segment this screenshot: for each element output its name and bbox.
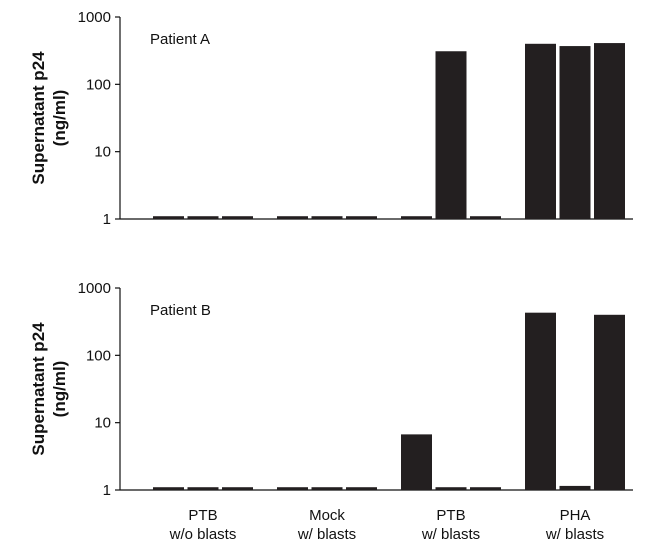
panel-label: Patient A — [150, 31, 210, 48]
bar — [311, 216, 343, 219]
bar — [187, 487, 219, 490]
bar — [153, 487, 184, 490]
bar — [470, 487, 501, 490]
x-category-label: PHA w/ blasts — [545, 507, 604, 542]
bar — [311, 487, 343, 490]
y-tick-label: 100 — [86, 76, 111, 93]
y-tick-label: 100 — [86, 347, 111, 364]
bar — [470, 216, 501, 219]
bar — [401, 216, 432, 219]
x-category-label: Mock w/ blasts — [297, 507, 356, 542]
bar — [277, 487, 308, 490]
x-category-label: PTB w/o blasts — [169, 507, 237, 542]
bar — [435, 487, 467, 490]
bar — [346, 216, 377, 219]
bar — [594, 43, 625, 219]
bar — [559, 485, 591, 490]
bar — [346, 487, 377, 490]
bar — [222, 216, 253, 219]
bar — [222, 487, 253, 490]
bar — [525, 43, 556, 219]
bar — [525, 312, 556, 490]
bar — [277, 216, 308, 219]
y-tick-label: 1000 — [78, 9, 111, 26]
bar — [401, 434, 432, 490]
y-tick-label: 1000 — [78, 280, 111, 297]
bar — [559, 46, 591, 219]
bar — [153, 216, 184, 219]
bar — [594, 314, 625, 490]
y-axis-label: Supernatant p24 (ng/ml) — [29, 322, 69, 456]
x-category-label: PTB w/ blasts — [421, 507, 480, 542]
y-tick-label: 1 — [103, 211, 111, 228]
panel-patient-a: 1 10 100 1000 Patient A Supernatant p24 (ng/ml… — [29, 9, 633, 228]
bar — [435, 51, 467, 219]
bar — [187, 216, 219, 219]
y-tick-label: 1 — [103, 482, 111, 499]
y-axis-label: Supernatant p24 (ng/ml) — [29, 51, 69, 185]
panel-patient-b: 1 10 100 1000 Patient B Supernatant p24 (ng/ml… — [29, 280, 633, 499]
y-tick-label: 10 — [94, 415, 111, 432]
category-labels: PTB w/o blasts Mock w/ blasts PTB w/ blasts PH… — [169, 507, 605, 542]
panel-label: Patient B — [150, 302, 211, 319]
y-tick-label: 10 — [94, 144, 111, 161]
